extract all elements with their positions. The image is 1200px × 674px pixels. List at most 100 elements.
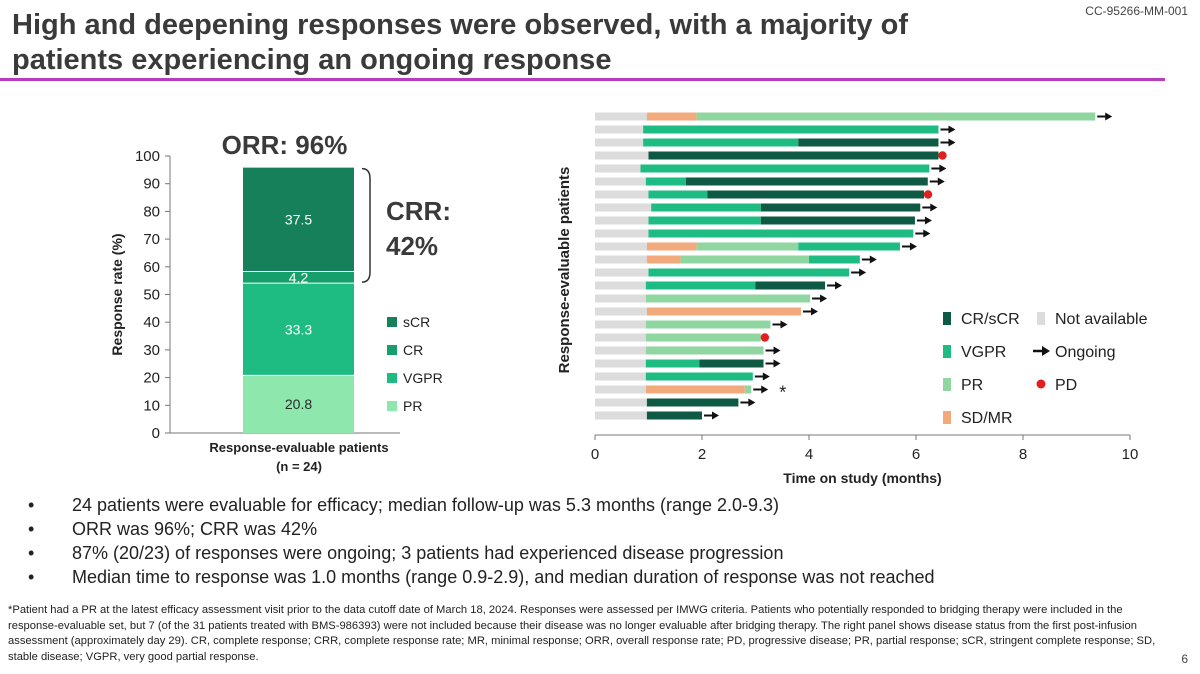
swimmer-segment	[595, 281, 646, 290]
swimmer-segment	[809, 255, 860, 264]
pd-marker	[938, 151, 947, 160]
swimmer-segment	[595, 346, 646, 355]
swimmer-segment	[595, 372, 646, 381]
swimmer-segment	[646, 307, 801, 316]
ongoing-arrow-icon	[948, 138, 956, 147]
swimmer-segment	[798, 138, 939, 147]
patient-row	[595, 411, 702, 420]
pd-marker	[923, 190, 933, 199]
legend-label: VGPR	[961, 344, 1006, 361]
ongoing-arrow-icon	[937, 177, 945, 186]
swimmer-segment	[645, 281, 756, 290]
ongoing-arrow-icon	[835, 281, 843, 290]
legend-label: SD/MR	[961, 410, 1013, 427]
swimmer-segment	[760, 216, 915, 225]
swimmer-segment	[595, 333, 646, 342]
ongoing-arrow-icon	[810, 307, 818, 316]
swimmer-segment	[595, 190, 649, 199]
bullet-item: Median time to response was 1.0 months (…	[28, 565, 1178, 589]
swimmer-segment	[595, 398, 647, 407]
swimmer-segment	[595, 385, 646, 394]
swimmer-segment	[643, 125, 939, 134]
data-label: 20.8	[285, 396, 312, 412]
swimmer-segment	[685, 177, 928, 186]
y-tick-label: 0	[152, 425, 160, 442]
swimmer-segment	[645, 346, 764, 355]
legend-swatch	[943, 378, 951, 391]
legend-label: Not available	[1055, 311, 1148, 328]
slide-title: High and deepening responses were observ…	[12, 9, 908, 76]
bar-segment-cr	[243, 271, 354, 284]
bullet-item: ORR was 96%; CRR was 42%	[28, 517, 1178, 541]
ongoing-arrow-icon	[712, 411, 719, 420]
swimmer-segment	[595, 177, 646, 186]
swimmer-segment	[643, 138, 799, 147]
footnote: *Patient had a PR at the latest efficacy…	[8, 604, 1156, 663]
patient-row	[595, 346, 764, 355]
legend-swatch	[943, 345, 951, 358]
legend-arrow-icon	[1042, 346, 1050, 356]
y-tick-label: 80	[143, 203, 160, 220]
swimmer-segment	[595, 411, 647, 420]
y-tick-label: 70	[143, 231, 160, 248]
patient-row	[595, 372, 753, 381]
legend-label: CR/sCR	[961, 311, 1020, 328]
swimmer-segment	[648, 151, 939, 160]
y-tick-label: 60	[143, 259, 160, 276]
swimmer-segment	[595, 112, 647, 121]
swimmer-segment	[696, 242, 799, 251]
swimmer-segment	[645, 333, 761, 342]
swimmer-segment	[707, 190, 925, 199]
crr-label: CRR:	[386, 196, 451, 226]
swimmer-segment	[696, 112, 1096, 121]
swimmer-segment	[648, 190, 708, 199]
swimmer-segment	[595, 164, 641, 173]
patient-row	[595, 398, 739, 407]
swimmer-segment	[595, 125, 644, 134]
swimmer-segment	[646, 242, 697, 251]
swimmer-segment	[645, 177, 686, 186]
swimmer-segment	[744, 385, 752, 394]
swimmer-segment	[699, 359, 764, 368]
patient-row	[595, 125, 939, 134]
swimmer-segment	[798, 242, 900, 251]
legend-swatch-vgpr	[387, 373, 397, 383]
legend-label: PR	[403, 398, 422, 414]
swimmer-segment	[646, 112, 697, 121]
swimmer-segment	[645, 385, 745, 394]
y-tick-label: 10	[143, 397, 160, 414]
swimmer-segment	[640, 164, 930, 173]
x-tick-label: 8	[1019, 446, 1027, 463]
swimmer-segment	[595, 294, 646, 303]
patient-row	[595, 320, 771, 329]
legend-swatch-scr	[387, 317, 397, 327]
patient-row	[595, 281, 826, 290]
swimmer-segment	[646, 398, 739, 407]
x-tick-label: 10	[1122, 446, 1139, 463]
swimmer-segment	[645, 320, 771, 329]
legend-swatch-pr	[387, 401, 397, 411]
pd-marker	[760, 333, 770, 342]
legend-label: VGPR	[403, 370, 443, 386]
legend-swatch	[943, 312, 951, 325]
patient-row	[595, 216, 915, 225]
swimmer-segment	[595, 268, 649, 277]
ongoing-arrow-icon	[939, 164, 947, 173]
swimmer-segment	[595, 255, 647, 264]
x-tick-label: 2	[698, 446, 706, 463]
ongoing-arrow-icon	[948, 125, 956, 134]
y-tick-label: 90	[143, 176, 160, 193]
patient-row	[595, 307, 801, 316]
ongoing-arrow-icon	[1105, 112, 1113, 121]
x-category-label: Response-evaluable patients	[209, 440, 388, 455]
swimmer-segment	[680, 255, 809, 264]
patient-row	[595, 242, 900, 251]
y-tick-label: 50	[143, 287, 160, 304]
patient-row	[595, 333, 761, 342]
x-tick-label: 6	[912, 446, 920, 463]
patient-row	[595, 255, 860, 264]
bar-segment-scr	[243, 167, 354, 272]
swimmer-segment	[645, 359, 700, 368]
patient-row	[595, 294, 811, 303]
swimmer-segment	[595, 216, 649, 225]
